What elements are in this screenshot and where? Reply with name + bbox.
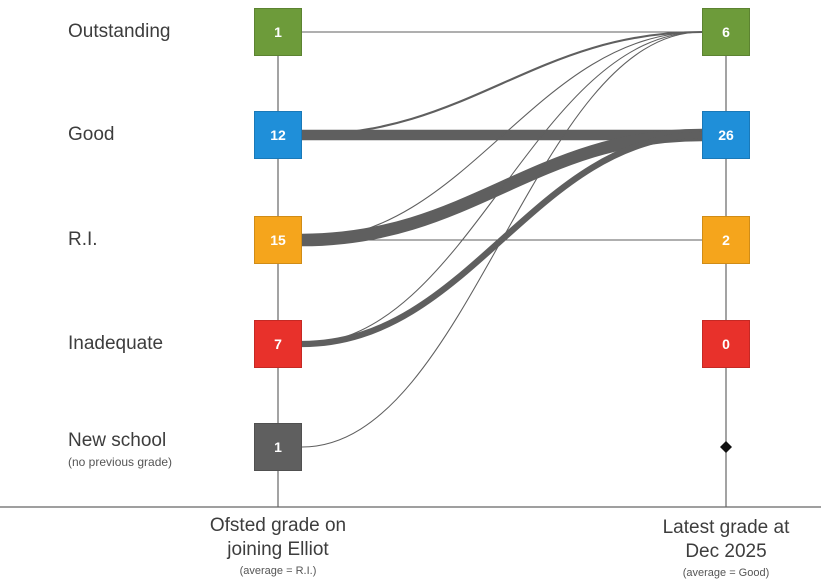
no-grade-marker-icon: [720, 441, 732, 453]
left-axis-title-line1: Ofsted grade on: [209, 515, 347, 536]
left-node-good: 12: [254, 111, 302, 159]
left-axis-title: Ofsted grade on joining Elliot (average …: [178, 514, 378, 578]
left-node-inadequate: 7: [254, 320, 302, 368]
left-node-outstanding: 1: [254, 8, 302, 56]
row-label-inadequate: Inadequate: [68, 333, 164, 354]
row-label-new: New school: [68, 430, 167, 451]
right-axis-title-line1: Latest grade at: [662, 517, 790, 538]
row-label-outstanding: Outstanding: [68, 21, 171, 42]
left-axis-title-line2: joining Elliot: [227, 539, 329, 560]
row-label-ri: R.I.: [68, 229, 98, 250]
row-sublabel-new: (no previous grade): [68, 455, 173, 469]
row-label-good: Good: [68, 124, 115, 145]
right-axis-title-line2: Dec 2025: [685, 541, 767, 562]
left-axis-subtitle: (average = R.I.): [239, 565, 317, 577]
left-node-new: 1: [254, 423, 302, 471]
right-node-good: 26: [702, 111, 750, 159]
flow-good-to-outstanding: [301, 30, 703, 137]
right-node-inadequate: 0: [702, 320, 750, 368]
right-axis-title: Latest grade at Dec 2025 (average = Good…: [626, 516, 821, 580]
flow-inadequate-to-outstanding: [301, 31, 703, 345]
right-node-ri: 2: [702, 216, 750, 264]
right-node-outstanding: 6: [702, 8, 750, 56]
flow-new-to-outstanding: [301, 31, 703, 448]
right-axis-subtitle: (average = Good): [682, 567, 770, 579]
left-node-ri: 15: [254, 216, 302, 264]
